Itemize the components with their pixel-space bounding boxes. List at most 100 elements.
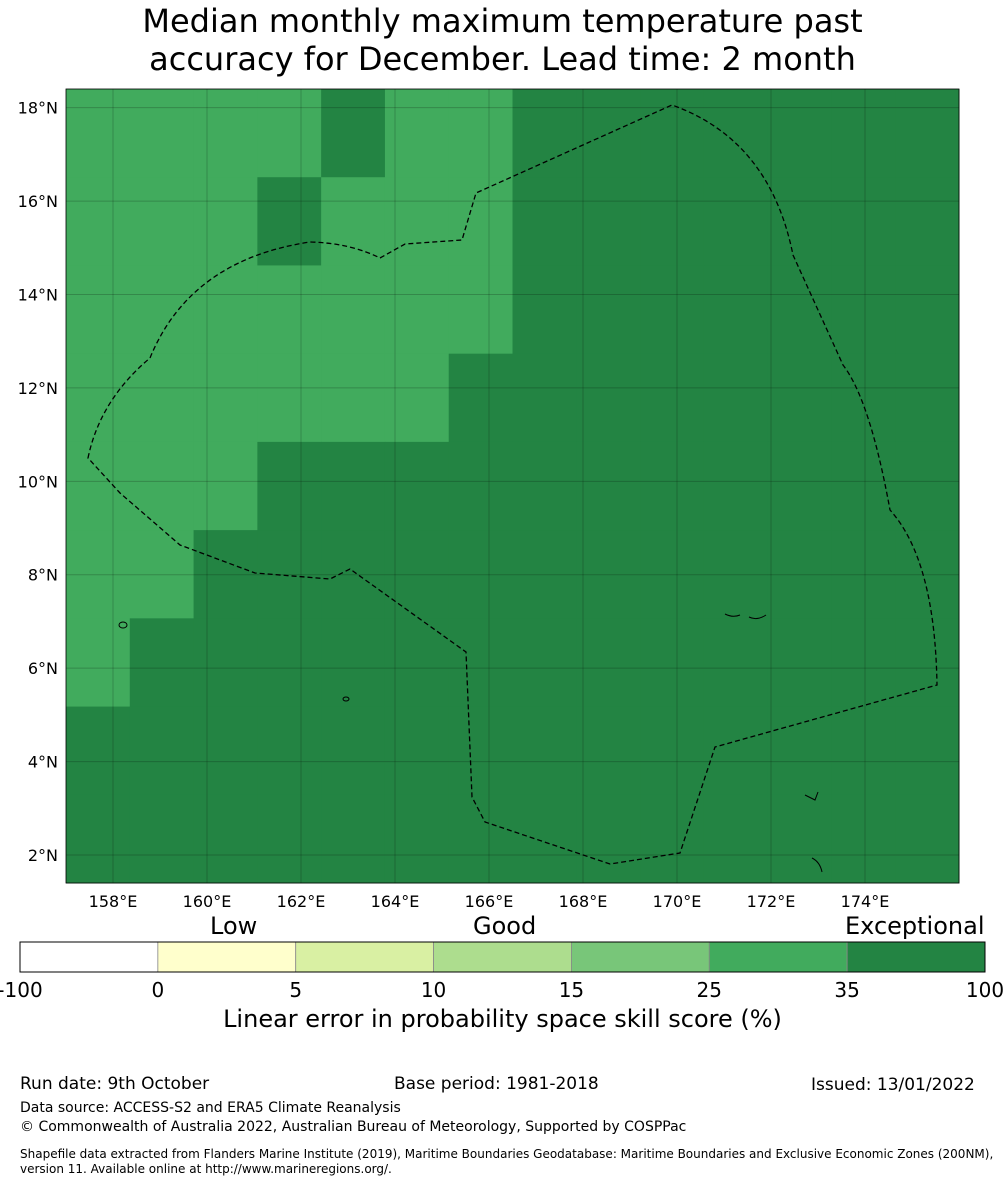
lat-tick-label: 14°N bbox=[18, 286, 58, 305]
grid-cell bbox=[512, 89, 577, 178]
grid-cell bbox=[448, 177, 513, 266]
grid-cell bbox=[448, 706, 513, 796]
grid-cell bbox=[703, 89, 769, 178]
grid-cell bbox=[576, 618, 641, 708]
grid-cell bbox=[703, 353, 769, 443]
map-title: Median monthly maximum temperature past … bbox=[0, 2, 1005, 78]
grid-cell bbox=[767, 794, 832, 884]
category-exceptional: Exceptional bbox=[845, 912, 985, 940]
grid-cell bbox=[384, 706, 450, 796]
grid-cell bbox=[129, 89, 195, 178]
colorbar-segment bbox=[157, 941, 297, 973]
grid-cell bbox=[831, 89, 896, 178]
grid-cell bbox=[257, 265, 322, 355]
grid-cell bbox=[703, 618, 769, 708]
longitude-ticks: 158°E 160°E 162°E 164°E 166°E 168°E 170°E 172°E… bbox=[89, 892, 890, 911]
grid-cell bbox=[384, 794, 450, 884]
grid-cell bbox=[321, 265, 386, 355]
lon-tick-label: 164°E bbox=[371, 892, 420, 911]
grid-cell bbox=[576, 441, 641, 531]
colorbar-tick-label: 15 bbox=[558, 978, 585, 1002]
base-period: Base period: 1981-2018 bbox=[394, 1074, 599, 1094]
island bbox=[118, 621, 128, 629]
grid-cell bbox=[512, 794, 577, 884]
grid-cell bbox=[895, 530, 960, 619]
copyright: © Commonwealth of Australia 2022, Austra… bbox=[20, 1119, 687, 1135]
lon-tick-label: 174°E bbox=[841, 892, 890, 911]
data-source: Data source: ACCESS-S2 and ERA5 Climate … bbox=[20, 1100, 401, 1116]
grid-cell bbox=[193, 706, 258, 796]
grid-cell bbox=[257, 794, 322, 884]
grid-cell bbox=[703, 794, 769, 884]
grid-cell bbox=[129, 706, 195, 796]
title-line-2: accuracy for December. Lead time: 2 mont… bbox=[149, 40, 856, 78]
lon-tick-label: 172°E bbox=[747, 892, 796, 911]
grid-cell bbox=[193, 265, 258, 355]
grid-cell bbox=[831, 618, 896, 708]
grid-cell bbox=[257, 89, 322, 178]
grid-cell bbox=[321, 530, 386, 619]
island bbox=[724, 613, 767, 620]
graticule bbox=[66, 89, 959, 883]
grid-cell bbox=[512, 265, 577, 355]
map-frame bbox=[65, 88, 960, 884]
grid-cell bbox=[193, 794, 258, 884]
grid-cell bbox=[640, 618, 705, 708]
category-low: Low bbox=[210, 912, 258, 940]
colorbar-tick-label: 5 bbox=[289, 978, 303, 1002]
grid-cell bbox=[703, 441, 769, 531]
grid-cell bbox=[384, 441, 450, 531]
grid-cell bbox=[895, 177, 960, 266]
colorbar-tick-label: 35 bbox=[834, 978, 860, 1002]
grid-cell bbox=[640, 353, 705, 443]
grid-cell bbox=[703, 177, 769, 266]
grid-cell bbox=[831, 794, 896, 884]
grid-cell bbox=[321, 177, 386, 266]
grid-cell bbox=[66, 441, 131, 531]
lon-tick-label: 158°E bbox=[89, 892, 138, 911]
grid-cell bbox=[640, 441, 705, 531]
grid-cell bbox=[767, 177, 832, 266]
lat-tick-label: 8°N bbox=[28, 566, 58, 585]
grid-cell bbox=[576, 89, 641, 178]
grid-cell bbox=[512, 353, 577, 443]
grid-cell bbox=[767, 530, 832, 619]
category-good: Good bbox=[473, 912, 537, 940]
grid-cell bbox=[640, 794, 705, 884]
colorbar-tick-label: 100 bbox=[965, 978, 1005, 1002]
grid-cell bbox=[129, 441, 195, 531]
grid-cell bbox=[767, 618, 832, 708]
grid-cell bbox=[576, 706, 641, 796]
lat-tick-label: 12°N bbox=[18, 379, 58, 398]
colorbar-segment bbox=[846, 941, 986, 973]
grid-cell bbox=[831, 706, 896, 796]
grid-cell bbox=[321, 706, 386, 796]
lat-tick-label: 18°N bbox=[18, 99, 58, 118]
grid-cell bbox=[512, 530, 577, 619]
colorbar-segment bbox=[571, 941, 710, 973]
grid-cell bbox=[448, 353, 513, 443]
grid-cell bbox=[66, 794, 131, 884]
lon-tick-label: 166°E bbox=[465, 892, 514, 911]
colorbar-segment bbox=[433, 941, 572, 973]
grid-cell bbox=[257, 441, 322, 531]
lon-tick-label: 168°E bbox=[559, 892, 608, 911]
grid-cell bbox=[129, 177, 195, 266]
grid-cell bbox=[66, 706, 131, 796]
grid-cell bbox=[767, 353, 832, 443]
grid-cell bbox=[831, 530, 896, 619]
issued-date: Issued: 13/01/2022 bbox=[811, 1075, 975, 1095]
colorbar-tick-label: 25 bbox=[696, 978, 723, 1002]
colorbar-tick-label: 0 bbox=[151, 978, 165, 1002]
island bbox=[342, 696, 350, 702]
grid-cell bbox=[767, 89, 832, 178]
grid-cell bbox=[66, 530, 131, 619]
grid-cell bbox=[640, 530, 705, 619]
grid-cell bbox=[512, 706, 577, 796]
colorbar-segment bbox=[19, 941, 159, 973]
shapefile-credit: Shapefile data extracted from Flanders M… bbox=[20, 1147, 1005, 1177]
grid-cell bbox=[66, 353, 131, 443]
grid-cell bbox=[193, 530, 258, 619]
grid-cell bbox=[129, 353, 195, 443]
